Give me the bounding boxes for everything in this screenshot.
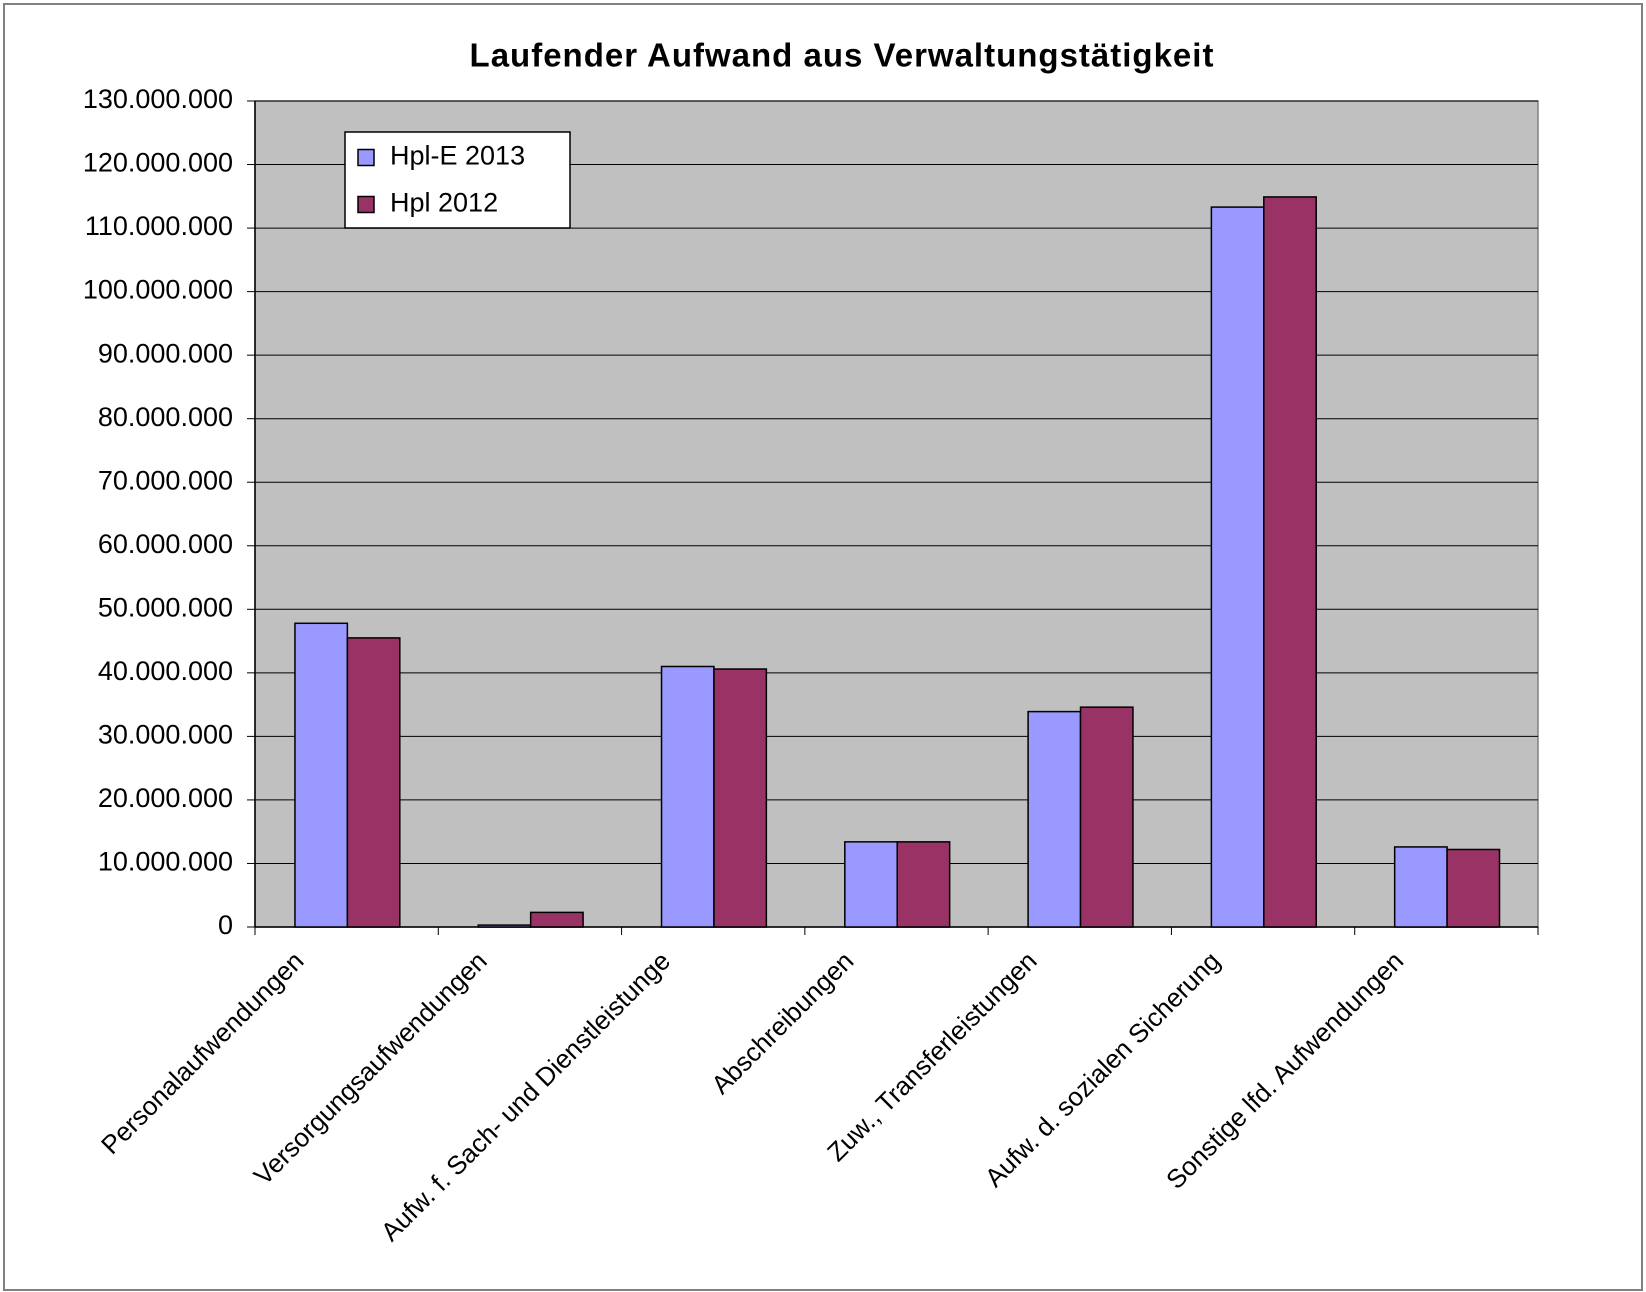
y-tick-label: 40.000.000	[98, 656, 233, 686]
bar	[1027, 710, 1082, 928]
y-tick-label: 110.000.000	[85, 211, 233, 241]
y-tick-label: 120.000.000	[83, 148, 233, 178]
legend-swatch	[357, 195, 375, 214]
y-tick-label: 20.000.000	[98, 783, 233, 813]
bar	[660, 665, 715, 928]
bar	[1210, 206, 1265, 928]
bar	[477, 924, 532, 928]
legend-label: Hpl-E 2013	[390, 141, 525, 171]
legend-swatch	[357, 148, 375, 167]
y-tick-label: 10.000.000	[98, 847, 233, 877]
bar	[896, 841, 951, 928]
bar	[294, 622, 349, 928]
y-tick-label: 80.000.000	[98, 402, 233, 432]
bar	[1263, 196, 1317, 928]
y-tick-label: 30.000.000	[98, 720, 233, 750]
legend-label: Hpl 2012	[390, 188, 498, 218]
bar	[713, 668, 768, 928]
bar	[346, 637, 401, 928]
y-tick-label: 60.000.000	[98, 529, 233, 559]
y-tick-label: 100.000.000	[83, 275, 233, 305]
legend-box	[344, 131, 571, 229]
bar	[1446, 848, 1501, 928]
y-tick-label: 130.000.000	[83, 84, 233, 114]
y-tick-label: 90.000.000	[98, 338, 233, 368]
chart-title: Laufender Aufwand aus Verwaltungstätigke…	[470, 37, 1215, 74]
y-tick-label: 0	[218, 910, 233, 940]
bar	[529, 911, 584, 928]
y-tick-label: 70.000.000	[98, 465, 233, 495]
y-tick-label: 50.000.000	[98, 592, 233, 622]
bar	[844, 841, 898, 928]
bar	[1079, 706, 1134, 928]
bar	[1393, 846, 1448, 928]
plot-area	[254, 100, 1539, 928]
